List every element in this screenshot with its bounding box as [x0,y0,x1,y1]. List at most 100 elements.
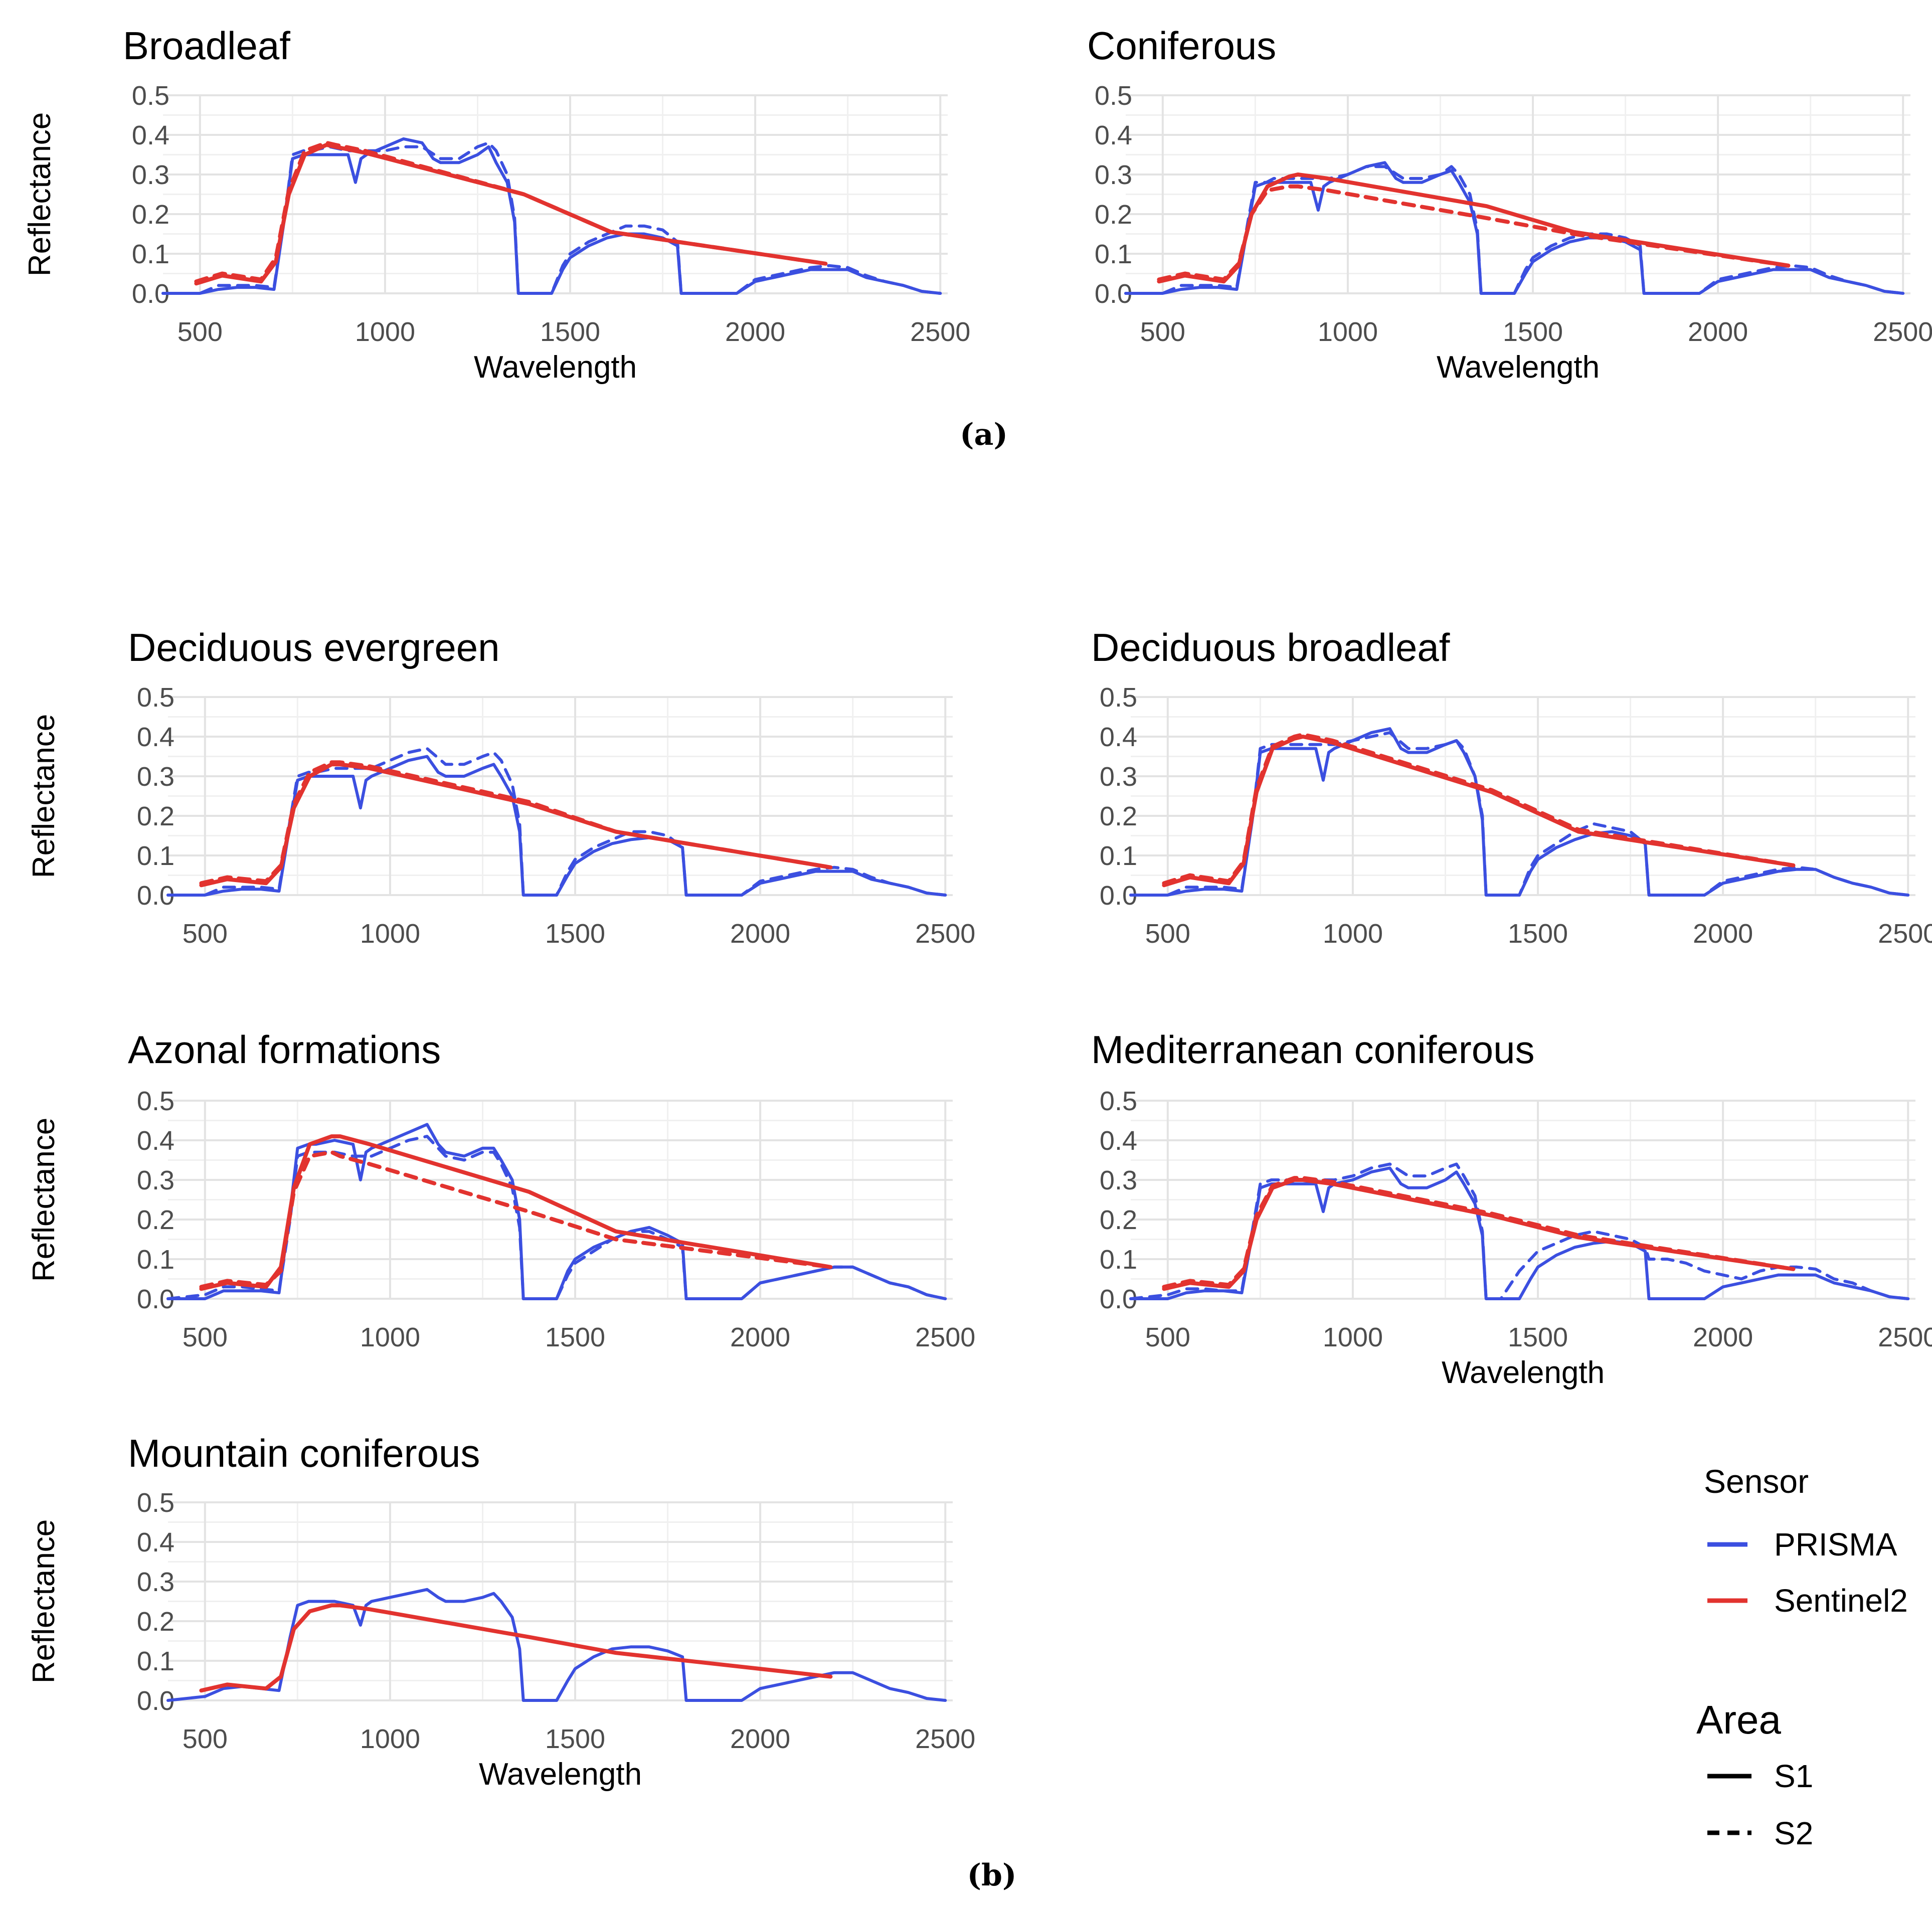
x-tick-label: 2000 [1693,1322,1753,1352]
y-tick-label: 0.5 [1100,682,1137,713]
y-tick-label: 0.2 [137,1205,174,1235]
y-tick-label: 0.4 [137,1126,174,1156]
y-tick-label: 0.4 [137,1527,174,1557]
x-tick-label: 1500 [545,1322,605,1352]
y-tick-label: 0.1 [137,841,174,871]
y-tick-label: 0.2 [1095,200,1132,230]
series-sentinel2-s2 [1162,1176,1796,1289]
x-tick-label: 2000 [1688,317,1748,347]
gridlines [1131,1100,1915,1300]
y-axis-label: Reflectance [27,714,61,878]
x-tick-label: 1500 [1508,1322,1568,1352]
y-tick-label: 0.3 [1095,160,1132,190]
y-tick-label: 0.5 [1100,1086,1137,1116]
series-prisma-s2 [161,141,942,295]
panel-title: Mountain coniferous [128,1431,480,1475]
legend-s2-label: S2 [1774,1815,1813,1851]
x-tick-label: 1500 [1508,919,1568,949]
series-prisma-s1 [166,1123,947,1300]
series-prisma-s2 [166,747,947,897]
y-tick-label: 0.2 [137,1607,174,1637]
x-tick-label: 2000 [1693,919,1753,949]
legend-sentinel2-label: Sentinel2 [1774,1583,1908,1619]
series-sentinel2-s1 [199,1603,833,1693]
y-tick-label: 0.2 [137,801,174,831]
y-tick-label: 0.5 [132,81,169,111]
y-tick-label: 0.1 [1100,1245,1137,1275]
y-tick-label: 0.2 [1100,1205,1137,1235]
series-sentinel2-s2 [194,140,828,284]
panel-title: Azonal formations [128,1027,441,1072]
y-tick-label: 0.2 [132,200,169,230]
x-axis-label: Wavelength [1437,350,1600,385]
series-sentinel2-s2 [1162,733,1796,886]
series-sentinel2-s2 [199,760,833,886]
x-tick-label: 1000 [1318,317,1378,347]
x-tick-label: 2500 [915,1322,975,1352]
x-tick-label: 500 [1145,1322,1190,1352]
x-tick-label: 2500 [910,317,970,347]
y-tick-label: 0.5 [1095,81,1132,111]
gridlines [163,94,948,294]
x-tick-label: 500 [183,919,228,949]
x-tick-label: 500 [183,1724,228,1754]
x-tick-label: 2000 [725,317,785,347]
y-tick-label: 0.4 [1100,1126,1137,1156]
x-tick-label: 1000 [1323,1322,1383,1352]
x-axis-label: Wavelength [1442,1355,1605,1390]
x-tick-label: 2500 [915,1724,975,1754]
gridlines [168,696,953,896]
y-axis-label: Reflectance [23,112,57,276]
legend-area-title: Area [1696,1697,1781,1742]
y-tick-label: 0.1 [137,1646,174,1676]
gridlines [1126,94,1910,294]
y-tick-label: 0.4 [132,120,169,150]
series-prisma-s2 [1129,731,1910,897]
y-tick-label: 0.2 [1100,801,1137,831]
x-tick-label: 2500 [1878,1322,1932,1352]
y-axis-label: Reflectance [27,1118,61,1282]
x-axis-label: Wavelength [474,350,637,385]
x-tick-label: 1000 [360,1724,420,1754]
gridlines [168,1501,953,1701]
x-tick-label: 1000 [355,317,415,347]
x-axis-label: Wavelength [479,1757,642,1792]
y-tick-label: 0.1 [137,1245,174,1275]
panel-title: Mediterranean coniferous [1091,1027,1535,1072]
panel-title: Deciduous evergreen [128,625,499,669]
x-tick-label: 2500 [915,919,975,949]
x-tick-label: 500 [1145,919,1190,949]
x-tick-label: 2500 [1878,919,1932,949]
x-tick-label: 1000 [360,1322,420,1352]
y-tick-label: 0.5 [137,1086,174,1116]
x-tick-label: 2000 [730,1322,790,1352]
y-axis-label: Reflectance [27,1519,61,1683]
x-tick-label: 500 [1140,317,1185,347]
panel-title: Broadleaf [123,24,290,68]
y-tick-label: 0.3 [132,160,169,190]
x-tick-label: 1500 [545,919,605,949]
series-prisma-s2 [1124,165,1905,295]
series-prisma-s2 [1129,1162,1910,1300]
y-tick-label: 0.5 [137,1488,174,1518]
x-tick-label: 1500 [540,317,600,347]
legend-sensor-title: Sensor [1704,1463,1809,1500]
y-tick-label: 0.1 [1095,239,1132,269]
series-sentinel2-s2 [1157,184,1791,282]
x-tick-label: 2500 [1873,317,1932,347]
y-tick-label: 0.4 [1095,120,1132,150]
y-tick-label: 0.5 [137,682,174,713]
x-tick-label: 2000 [730,919,790,949]
gridlines [1131,696,1915,896]
panel-title: Deciduous broadleaf [1091,625,1450,669]
series-prisma-s1 [166,1588,947,1702]
gridlines [168,1100,953,1300]
y-tick-label: 0.3 [1100,762,1137,792]
caption-b: (b) [967,1858,1017,1893]
y-tick-label: 0.3 [1100,1165,1137,1195]
